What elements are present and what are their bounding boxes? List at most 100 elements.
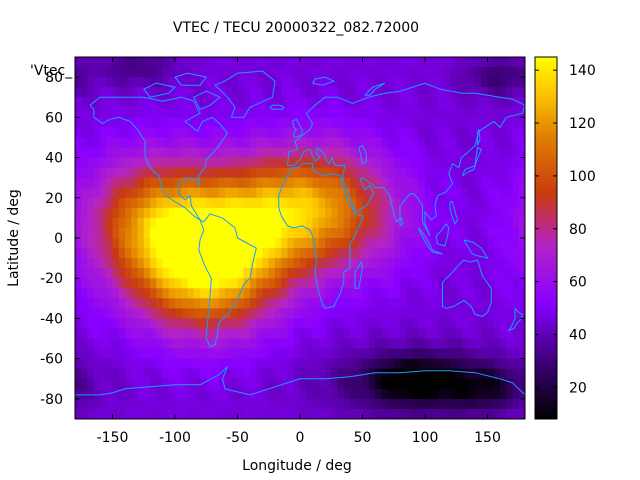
heatmap-cell: [425, 338, 432, 350]
heatmap-cell: [218, 197, 226, 209]
heatmap-cell: [300, 107, 307, 118]
heatmap-cell: [500, 248, 507, 259]
heatmap-cell: [225, 167, 232, 179]
heatmap-cell: [87, 117, 95, 128]
heatmap-cell: [375, 378, 382, 390]
heatmap-cell: [512, 117, 520, 128]
heatmap-cell: [387, 278, 395, 289]
heatmap-cell: [418, 268, 426, 279]
heatmap-cell: [475, 358, 482, 370]
heatmap-cell: [112, 77, 120, 88]
heatmap-cell: [425, 248, 432, 259]
heatmap-cell: [293, 338, 301, 350]
heatmap-cell: [125, 157, 132, 169]
heatmap-cell: [262, 258, 270, 269]
heatmap-cell: [406, 268, 413, 279]
heatmap-cell: [231, 318, 238, 329]
heatmap-cell: [493, 328, 501, 339]
heatmap-cell: [87, 408, 95, 419]
coastline-north-america: [89, 96, 229, 221]
heatmap-cell: [425, 368, 432, 380]
heatmap-cell: [118, 388, 126, 400]
heatmap-cell: [462, 278, 470, 289]
heatmap-cell: [362, 298, 370, 309]
heatmap-cell: [150, 137, 157, 148]
heatmap-cell: [462, 288, 470, 299]
heatmap-cell: [100, 238, 107, 249]
heatmap-cell: [393, 147, 401, 158]
heatmap-cell: [412, 57, 420, 68]
heatmap-cell: [181, 248, 188, 259]
heatmap-cell: [212, 338, 220, 350]
heatmap-cell: [275, 207, 282, 219]
heatmap-cell: [506, 398, 513, 410]
heatmap-cell: [243, 77, 251, 88]
heatmap-cell: [418, 318, 426, 329]
heatmap-cell: [443, 368, 451, 380]
heatmap-cell: [381, 328, 388, 339]
heatmap-cell: [387, 217, 395, 229]
heatmap-cell: [100, 248, 107, 259]
heatmap-cell: [518, 137, 525, 148]
heatmap-cell: [462, 177, 470, 189]
heatmap-cell: [500, 77, 507, 88]
heatmap-cell: [231, 378, 238, 390]
heatmap-cell: [93, 97, 101, 108]
heatmap-cell: [350, 338, 357, 350]
heatmap-cell: [381, 177, 388, 189]
heatmap-cell: [175, 238, 182, 249]
heatmap-cell: [500, 177, 507, 189]
heatmap-cell: [237, 197, 245, 209]
heatmap-cell: [456, 298, 463, 309]
heatmap-cell: [318, 127, 326, 138]
heatmap-cell: [375, 308, 382, 319]
heatmap-cell: [200, 77, 207, 88]
heatmap-cell: [262, 137, 270, 148]
heatmap-cell: [506, 147, 513, 158]
heatmap-cell: [487, 398, 495, 410]
heatmap-cell: [425, 187, 432, 199]
heatmap-cell: [387, 77, 395, 88]
heatmap-cell: [243, 207, 251, 219]
heatmap-cell: [181, 137, 188, 148]
heatmap-cell: [87, 328, 95, 339]
y-axis-label: Latitude / deg: [6, 189, 22, 287]
heatmap-cell: [112, 358, 120, 370]
heatmap-cell: [518, 97, 525, 108]
heatmap-cell: [387, 258, 395, 269]
heatmap-cell: [400, 137, 407, 148]
heatmap-cell: [200, 278, 207, 289]
heatmap-cell: [381, 298, 388, 309]
heatmap-cell: [168, 238, 176, 249]
heatmap-cell: [312, 368, 320, 380]
heatmap-cell: [487, 278, 495, 289]
coastline-caspian: [358, 144, 367, 165]
heatmap-cell: [162, 137, 170, 148]
heatmap-cell: [500, 338, 507, 350]
heatmap-cell: [400, 217, 407, 229]
heatmap-cell: [225, 117, 232, 128]
heatmap-cell: [368, 268, 376, 279]
heatmap-cell: [443, 358, 451, 370]
heatmap-cell: [243, 157, 251, 169]
heatmap-cell: [262, 117, 270, 128]
heatmap-cell: [468, 378, 476, 390]
heatmap-cell: [262, 248, 270, 259]
heatmap-cell: [250, 87, 257, 98]
heatmap-cell: [81, 107, 88, 118]
heatmap-cell: [150, 338, 157, 350]
heatmap-cell: [493, 368, 501, 380]
heatmap-cell: [512, 238, 520, 249]
heatmap-cell: [287, 298, 295, 309]
heatmap-cell: [368, 258, 376, 269]
heatmap-cell: [431, 388, 438, 400]
heatmap-cell: [218, 308, 226, 319]
heatmap-cell: [381, 268, 388, 279]
heatmap-cell: [275, 97, 282, 108]
heatmap-cell: [281, 278, 288, 289]
heatmap-cell: [512, 147, 520, 158]
heatmap-cell: [218, 388, 226, 400]
heatmap-cell: [212, 217, 220, 229]
heatmap-cell: [493, 238, 501, 249]
heatmap-cell: [393, 97, 401, 108]
